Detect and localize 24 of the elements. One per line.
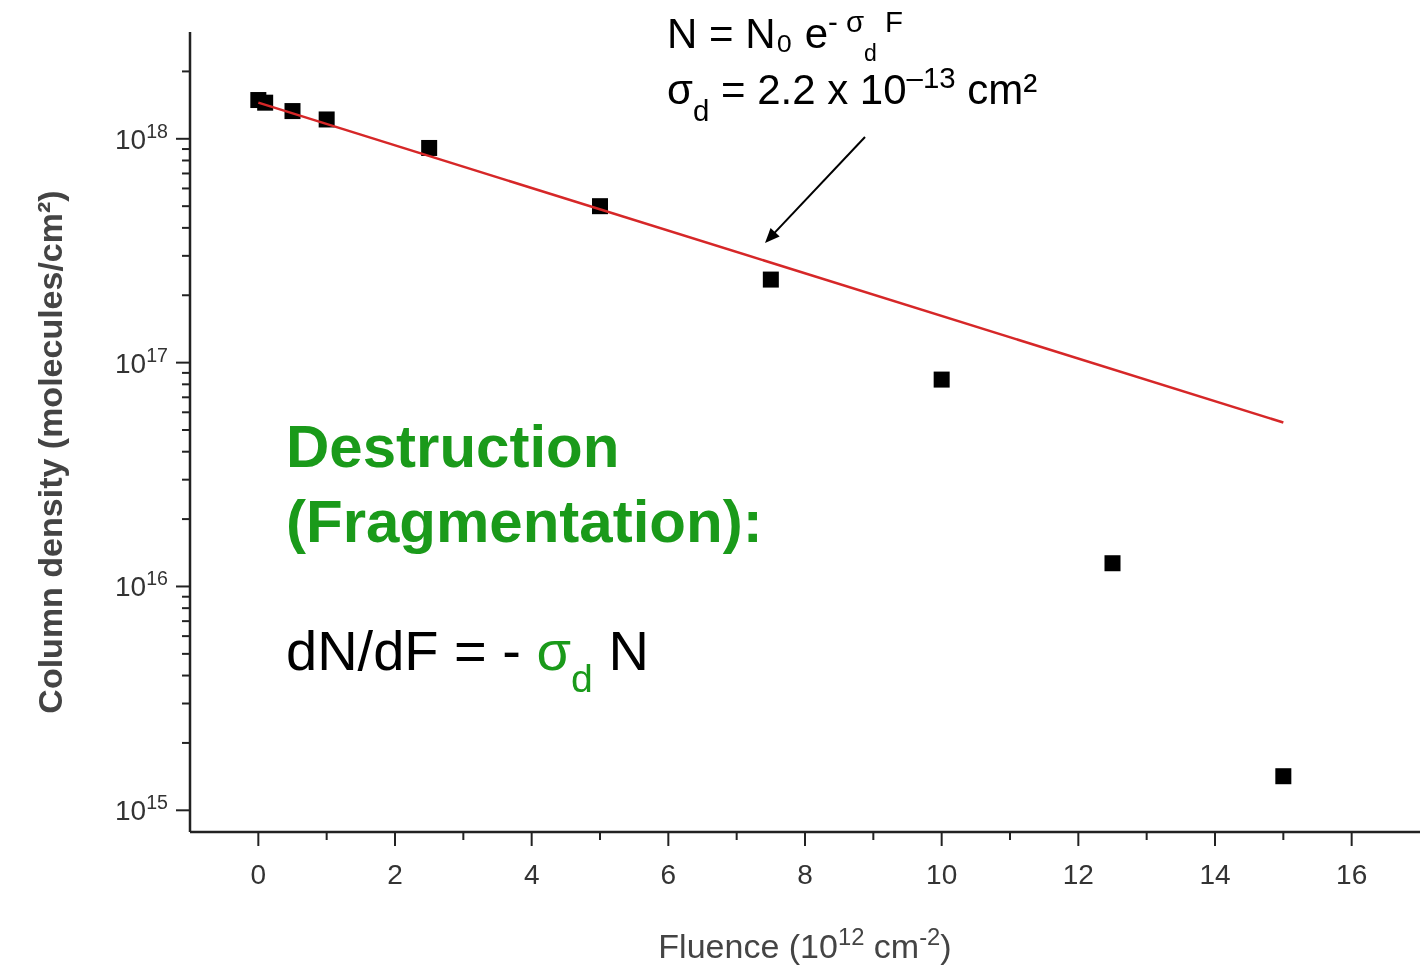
y-tick-label: 10$^{17}$ [115, 343, 168, 379]
annotation: (Fragmentation): [286, 488, 763, 555]
point [933, 371, 950, 388]
point [1275, 768, 1292, 785]
x-tick-label: 8 [797, 859, 813, 890]
x-tick-label: 4 [523, 859, 540, 890]
annotation: σ$_{d}$ = 2.2 x 10$^{–13}$ cm² [667, 60, 1038, 127]
y-tick-label: 10$^{18}$ [115, 119, 169, 155]
x-tick-label: 0 [250, 859, 267, 890]
annotation: dN/dF = - σ$_{d}$ N [286, 619, 649, 700]
x-axis-title: Fluence (10$^{12}$ cm$^{-2}$) [658, 922, 952, 965]
y-tick-label: 10$^{15}$ [115, 791, 169, 827]
point [762, 271, 779, 288]
y-axis-title: Column density (molecules/cm²) [31, 190, 69, 714]
x-tick-label: 6 [660, 859, 677, 890]
x-tick-label: 2 [387, 859, 403, 890]
y-tick-label: 10$^{16}$ [115, 567, 169, 603]
x-tick-label: 14 [1199, 859, 1231, 890]
x-tick-label: 16 [1336, 859, 1368, 890]
point [421, 139, 438, 156]
point [1104, 555, 1121, 572]
x-tick-label: 10 [926, 859, 958, 890]
annotation: Destruction [286, 413, 620, 480]
x-tick-label: 12 [1062, 859, 1094, 890]
